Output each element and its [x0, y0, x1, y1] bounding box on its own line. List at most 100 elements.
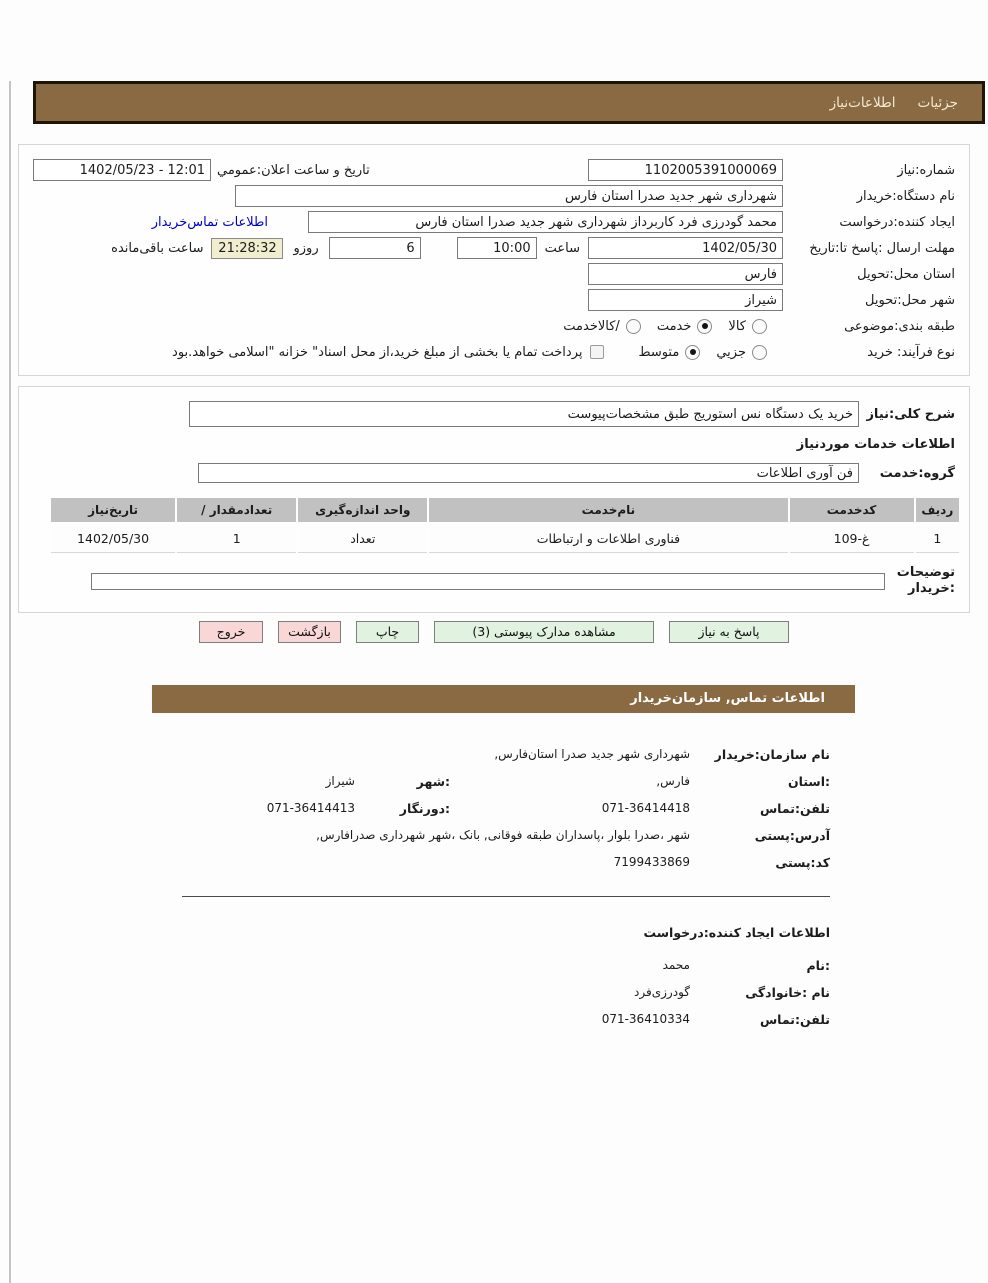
col-service-name: نام‌خدمت	[429, 498, 788, 522]
deadline-hour-field[interactable]: 10:00	[456, 237, 537, 259]
contact-phone-label: تلفن:تماس	[759, 800, 830, 816]
buyer-notes-label-line1: توضیحات	[896, 565, 955, 580]
radio-goods-service[interactable]	[625, 318, 641, 334]
section-divider	[182, 895, 830, 897]
delivery-province-value: فارس	[744, 266, 777, 282]
buyer-org-label: نام دستگاه:خریدار	[856, 188, 955, 204]
creator-first-name-row: :نام محمد	[158, 952, 830, 979]
countdown-label: ساعت باقی‌مانده	[111, 240, 204, 256]
need-number-label: شماره:نیاز	[897, 162, 955, 178]
buyer-org-row: نام دستگاه:خریدار شهرداری شهر جدید صدرا …	[33, 183, 955, 209]
contact-province-label: :استان	[787, 773, 830, 789]
buyer-notes-field[interactable]	[91, 572, 885, 590]
org-name-label: نام سازمان:خریدار	[714, 746, 830, 762]
creator-phone-label: تلفن:تماس	[759, 1011, 830, 1027]
remaining-days-field[interactable]: 6	[328, 237, 421, 259]
need-desc-label: شرح کلی:نیاز	[866, 406, 955, 422]
delivery-province-field[interactable]: فارس	[588, 263, 783, 285]
request-creator-field[interactable]: محمد گودرزی فرد کاربرداز شهرداری شهر جدی…	[308, 211, 783, 233]
radio-goods[interactable]	[752, 318, 767, 334]
need-desc-row: شرح کلی:نیاز خرید یک دستگاه نس استوریج ط…	[33, 399, 955, 429]
response-deadline-row: مهلت ارسال :پاسخ تا:تاریخ 1402/05/30 ساع…	[33, 235, 955, 261]
request-creator-row: ایجاد کننده:درخواست محمد گودرزی فرد کارب…	[33, 209, 955, 235]
announce-datetime-value: 1402/05/23 - 12:01	[79, 162, 205, 178]
postal-address-label: آدرس:پستی	[754, 827, 830, 843]
deadline-date-value: 1402/05/30	[702, 240, 777, 256]
cell-need-date: 1402/05/30	[51, 524, 176, 553]
buyer-org-field[interactable]: شهرداری شهر جدید صدرا استان فارس	[235, 185, 783, 207]
remaining-days-value: 6	[406, 240, 415, 256]
creator-last-name-label: نام :خانوادگی	[745, 984, 830, 1000]
top-navbar: جزئیات اطلاعات‌نیاز	[33, 81, 985, 124]
subject-category-label: طبقه بندی:موضوعی	[844, 318, 955, 334]
need-number-field[interactable]: 1102005391000069	[588, 159, 783, 181]
subject-category-row: طبقه بندی:موضوعی کالا خدمت /کالاخدمت	[33, 313, 955, 339]
treasury-payment-label: پرداخت تمام یا بخشی از مبلغ خرید،از محل …	[172, 344, 583, 360]
left-frame-line	[9, 81, 11, 1283]
contact-fax-label: :دورنگار	[399, 800, 450, 816]
request-creator-value: محمد گودرزی فرد کاربرداز شهرداری شهر جدی…	[415, 214, 777, 230]
radio-goods-label: کالا	[728, 318, 746, 334]
process-type-row: نوع فرآیند: خرید جزیي متوسط پرداخت تمام …	[33, 339, 955, 365]
contact-city-value: شیراز	[325, 774, 355, 788]
delivery-city-value: شیراز	[745, 292, 777, 308]
buyer-org-value: شهرداری شهر جدید صدرا استان فارس	[565, 188, 777, 204]
creator-phone-value: 071-36410334	[158, 1012, 690, 1026]
delivery-city-field[interactable]: شیراز	[588, 289, 783, 311]
delivery-city-label: شهر محل:تحویل	[865, 292, 955, 308]
creator-first-name-value: محمد	[662, 958, 690, 972]
cell-service-name: فناوری اطلاعات و ارتباطات	[429, 524, 788, 553]
buyer-contact-link[interactable]: اطلاعات تماس‌خریدار	[151, 214, 268, 230]
col-quantity: تعدادمقدار /	[177, 498, 297, 522]
need-desc-field[interactable]: خرید یک دستگاه نس استوریج طبق مشخصات‌پیو…	[189, 401, 859, 427]
postal-code-label: کد:پستی	[775, 854, 830, 870]
treasury-payment-checkbox[interactable]	[590, 345, 605, 359]
table-row: 1 غ-109 فناوری اطلاعات و ارتباطات تعداد …	[51, 524, 959, 553]
tab-details[interactable]: جزئیات	[917, 94, 958, 111]
postal-address-row: آدرس:پستی شهر ،صدرا بلوار ،پاسداران طبقه…	[158, 822, 830, 849]
contact-phone-number: 071-36414418	[601, 801, 690, 815]
radio-goods-service-label: /کالاخدمت	[563, 318, 620, 334]
response-deadline-label: مهلت ارسال :پاسخ تا:تاریخ	[809, 240, 955, 256]
contact-province-value: فارس,	[656, 774, 690, 788]
radio-service-label: خدمت	[656, 318, 692, 334]
postal-code-value: 7199433869	[158, 855, 690, 869]
creator-phone-number: 071-36410334	[601, 1012, 690, 1026]
radio-service[interactable]	[697, 318, 713, 334]
request-creator-header: اطلاعات ایجاد کننده:درخواست	[643, 924, 830, 940]
postal-code-row: کد:پستی 7199433869	[158, 849, 830, 876]
process-type-label: نوع فرآیند: خرید	[867, 344, 955, 360]
need-description-panel: شرح کلی:نیاز خرید یک دستگاه نس استوریج ط…	[18, 386, 970, 613]
postal-address-value: شهر ،صدرا بلوار ،پاسداران طبقه فوقانی, ب…	[316, 828, 690, 842]
cell-service-code: غ-109	[789, 524, 914, 553]
radio-minor[interactable]	[752, 344, 767, 360]
services-table: ردیف کدخدمت نام‌خدمت واحد اندازه‌گیری تع…	[49, 496, 961, 555]
tab-need-info[interactable]: اطلاعات‌نیاز	[829, 94, 896, 111]
contact-fax-number: 071-36414413	[266, 801, 355, 815]
deadline-date-field[interactable]: 1402/05/30	[588, 237, 783, 259]
creator-last-name-row: نام :خانوادگی گودرزی‌فرد	[158, 979, 830, 1006]
buyer-notes-label-line2: :خریدار	[908, 581, 955, 597]
col-unit: واحد اندازه‌گیری	[298, 498, 428, 522]
province-city-row: :استان فارس, :شهر شیراز	[158, 768, 830, 795]
print-button[interactable]: چاپ	[356, 620, 419, 643]
view-attachments-button[interactable]: مشاهده مدارک پیوستی (3)	[434, 620, 654, 643]
services-section-title: اطلاعات خدمات موردنیاز	[796, 437, 955, 452]
creator-last-name-value: گودرزی‌فرد	[634, 985, 690, 999]
creator-phone-row: تلفن:تماس 071-36410334	[158, 1006, 830, 1033]
request-creator-label: ایجاد کننده:درخواست	[839, 214, 955, 230]
col-row-no: ردیف	[915, 498, 959, 522]
back-button[interactable]: بازگشت	[278, 620, 341, 643]
deadline-hour-label: ساعت	[544, 240, 580, 256]
radio-medium[interactable]	[685, 344, 701, 360]
delivery-province-label: استان محل:تحویل	[857, 266, 955, 282]
contact-city-label: :شهر	[416, 773, 450, 789]
org-name-row: نام سازمان:خریدار شهرداری شهر جدید صدرا …	[158, 741, 830, 768]
deadline-hour-value: 10:00	[493, 240, 531, 256]
respond-to-need-button[interactable]: پاسخ به نیاز	[669, 620, 789, 643]
cell-row-no: 1	[915, 524, 959, 553]
org-name-value: شهرداری شهر جدید صدرا استان‌فارس,	[494, 747, 690, 761]
service-group-field[interactable]: فن آوری اطلاعات	[198, 463, 859, 483]
exit-button[interactable]: خروج	[199, 620, 263, 643]
announce-datetime-field[interactable]: 1402/05/23 - 12:01	[33, 159, 211, 181]
